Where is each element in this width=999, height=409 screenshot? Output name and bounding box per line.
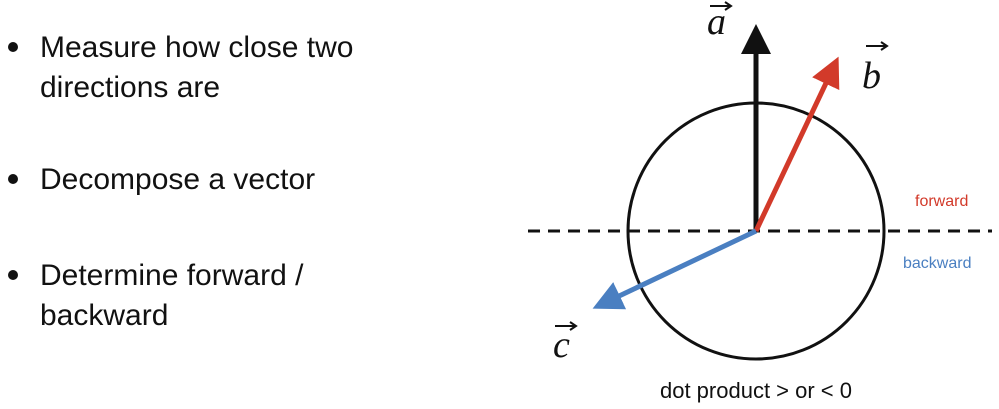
bullet-item: Determine forward / backward [0,256,400,336]
vector-c-label: c [553,321,578,366]
vector-c-text: c [553,324,570,366]
backward-label: backward [903,255,971,272]
bullet-text: Decompose a vector [40,163,316,196]
bullet-list: Measure how close two directions are Dec… [0,0,460,409]
vector-c-arrow [592,228,758,310]
diagram-caption: dot product > or < 0 [660,378,852,403]
vector-b-arrow [753,56,840,233]
bullet-text: Measure how close two directions are [40,31,354,104]
forward-label: forward [915,193,968,210]
bullet-dot [8,42,18,52]
vector-b-text: b [862,55,881,97]
bullet-dot [8,174,18,184]
bullet-item: Decompose a vector [0,160,400,200]
bullet-item: Measure how close two directions are [0,28,400,108]
bullet-dot [8,270,18,280]
vector-a-label: a [707,1,733,43]
vector-b-label: b [862,41,889,97]
bullet-text: Determine forward / backward [40,259,304,332]
vector-a-text: a [707,1,726,43]
